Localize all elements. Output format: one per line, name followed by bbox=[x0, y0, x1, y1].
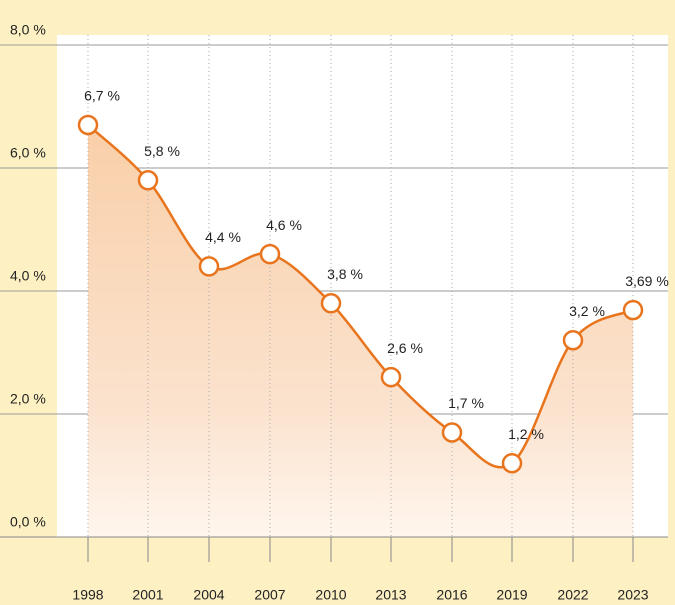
point bbox=[441, 422, 463, 443]
x-tick-label: 2001 bbox=[132, 587, 163, 603]
y-tick-label: 8,0 % bbox=[10, 22, 46, 38]
data-label: 4,4 % bbox=[205, 229, 241, 245]
x-tick-label: 2010 bbox=[315, 587, 346, 603]
area bbox=[88, 124, 633, 537]
y-tick-label: 6,0 % bbox=[10, 145, 46, 161]
data-label: 6,7 % bbox=[84, 88, 120, 104]
y-tick-label: 0,0 % bbox=[10, 514, 46, 530]
data-label: 3,69 % bbox=[625, 273, 669, 289]
data-label: 3,8 % bbox=[327, 266, 363, 282]
data-label: 3,2 % bbox=[569, 303, 605, 319]
y-tick-label: 4,0 % bbox=[10, 268, 46, 284]
y-tick-label: 2,0 % bbox=[10, 391, 46, 407]
point bbox=[501, 452, 523, 474]
point bbox=[259, 243, 281, 265]
point bbox=[622, 299, 644, 321]
x-tick-label: 2007 bbox=[254, 587, 285, 603]
point bbox=[320, 293, 342, 314]
x-tick-label: 2013 bbox=[375, 587, 406, 603]
x-tick-label: 1998 bbox=[72, 587, 103, 603]
x-tick-label: 2016 bbox=[436, 587, 467, 603]
data-label: 4,6 % bbox=[266, 217, 302, 233]
line bbox=[87, 124, 634, 469]
point bbox=[198, 256, 220, 277]
data-label: 1,2 % bbox=[508, 426, 544, 442]
point bbox=[137, 170, 159, 191]
point bbox=[562, 329, 584, 351]
x-tick-label: 2023 bbox=[617, 587, 648, 603]
x-tick-label: 2022 bbox=[557, 587, 588, 603]
x-tick-label: 2004 bbox=[193, 587, 224, 603]
data-label: 5,8 % bbox=[144, 143, 180, 159]
data-label: 1,7 % bbox=[448, 395, 484, 411]
x-tick-label: 2019 bbox=[496, 587, 527, 603]
point bbox=[380, 366, 402, 388]
data-label: 2,6 % bbox=[387, 340, 423, 356]
point bbox=[77, 114, 99, 136]
